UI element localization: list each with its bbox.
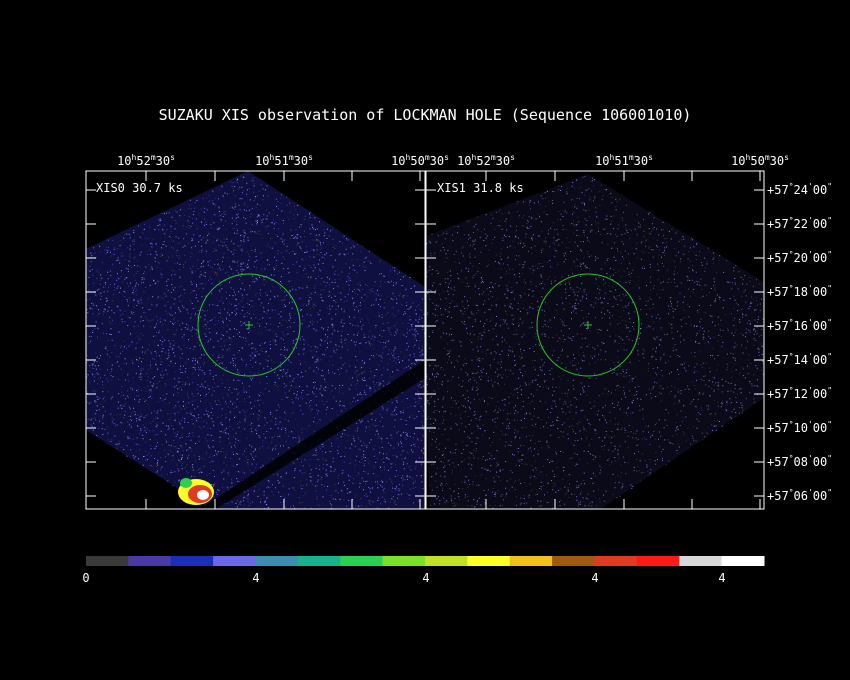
xis1-frame	[425, 170, 765, 510]
colorbar-tick-label: 4	[718, 571, 725, 585]
dec-tick-label: +57°14'00"	[767, 352, 832, 367]
ra-tick-label: 10h50m30s	[391, 153, 449, 168]
colorbar-tick-label: 0	[82, 571, 89, 585]
xis0-panel: XIS0 30.7 ks	[85, 170, 426, 510]
ra-tick-label: 10h52m30s	[117, 153, 175, 168]
colorbar-segment	[721, 556, 765, 566]
dec-tick-label: +57°18'00"	[767, 284, 832, 299]
colorbar-segment	[679, 556, 723, 566]
dec-tick-label: +57°24'00"	[767, 182, 832, 197]
colorbar-segment	[636, 556, 680, 566]
colorbar-tick-label: 4	[591, 571, 598, 585]
ra-tick-label: 10h52m30s	[457, 153, 515, 168]
xis1-ticks	[426, 171, 764, 509]
colorbar-segment	[467, 556, 511, 566]
ra-tick-label: 10h50m30s	[731, 153, 789, 168]
colorbar-segment	[297, 556, 341, 566]
ra-tick-label: 10h51m30s	[255, 153, 313, 168]
colorbar-segment	[382, 556, 426, 566]
dec-tick-label: +57°20'00"	[767, 250, 832, 265]
colorbar-segment	[255, 556, 299, 566]
xis1-panel: XIS1 31.8 ks	[425, 170, 765, 510]
colorbar-tick-label: 4	[252, 571, 259, 585]
dec-tick-label: +57°12'00"	[767, 386, 832, 401]
colorbar-segment	[594, 556, 638, 566]
xis0-center-marker	[245, 321, 253, 329]
ra-axis-labels: 10h52m30s 10h51m30s 10h50m30s 10h52m30s 10h5…	[117, 153, 789, 168]
colorbar-segment	[170, 556, 214, 566]
colorbar-segment	[425, 556, 468, 566]
calibration-source-blob	[178, 478, 214, 505]
xis0-source-region-circle	[197, 273, 301, 377]
dec-tick-label: +57°08'00"	[767, 454, 832, 469]
xis0-label: XIS0 30.7 ks	[96, 181, 183, 195]
xis1-ccd-footprint	[426, 174, 764, 509]
dec-tick-label: +57°22'00"	[767, 216, 832, 231]
dec-tick-label: +57°06'00"	[767, 488, 832, 503]
xis0-ticks	[86, 171, 425, 509]
figure-title: SUZAKU XIS observation of LOCKMAN HOLE (…	[159, 106, 692, 124]
colorbar-segment	[509, 556, 553, 566]
ra-tick-label: 10h51m30s	[595, 153, 653, 168]
colorbar-segment	[128, 556, 172, 566]
xis1-center-marker	[584, 321, 592, 329]
colorbar-segment	[86, 556, 129, 566]
colorbar-segment	[213, 556, 256, 566]
colorbar-segment	[552, 556, 595, 566]
xis0-frame	[85, 170, 426, 510]
xis0-dead-strip	[200, 360, 425, 509]
xis1-label: XIS1 31.8 ks	[437, 181, 524, 195]
dec-axis-labels: +57°24'00" +57°22'00" +57°20'00" +57°18'00"…	[767, 182, 832, 503]
colorbar-tick-label: 4	[422, 571, 429, 585]
colorbar-labels: 0 4 4 4 4	[82, 571, 725, 585]
dec-tick-label: +57°10'00"	[767, 420, 832, 435]
colorbar-segment	[340, 556, 384, 566]
dec-tick-label: +57°16'00"	[767, 318, 832, 333]
xis1-source-region-circle	[536, 273, 640, 377]
colorbar	[86, 556, 765, 566]
